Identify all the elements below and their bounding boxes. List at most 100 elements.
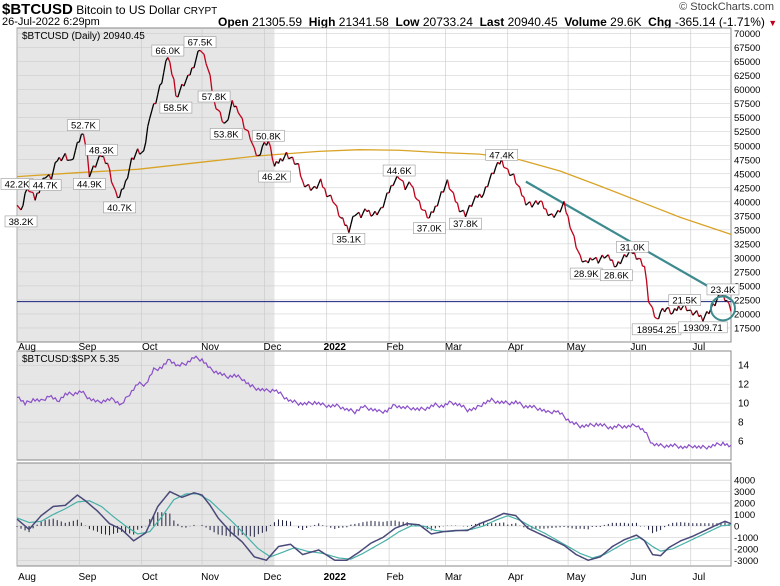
price-segment — [603, 255, 607, 259]
price-segment — [523, 196, 527, 206]
price-label: 44.9K — [77, 179, 102, 190]
price-segment — [428, 211, 432, 219]
price-segment — [112, 186, 117, 191]
price-segment — [668, 307, 672, 315]
price-segment — [54, 160, 58, 164]
price-segment — [301, 180, 306, 188]
price-segment — [201, 51, 205, 55]
price-segment — [320, 178, 324, 188]
price-segment — [404, 185, 408, 191]
price-label: 66.0K — [155, 46, 180, 57]
price-segment — [227, 109, 231, 120]
price-segment — [44, 175, 48, 179]
price-x-label: Jul — [692, 342, 705, 353]
price-tick-label: 20000 — [734, 309, 760, 320]
price-segment — [690, 309, 694, 316]
price-segment — [615, 261, 619, 267]
price-x-label: Nov — [201, 342, 219, 353]
price-label: 28.9K — [574, 269, 599, 280]
macd-x-label: Nov — [201, 572, 219, 583]
price-segment — [102, 156, 107, 164]
price-segment — [231, 100, 235, 108]
price-segment — [205, 63, 209, 70]
price-segment — [368, 209, 372, 217]
price-segment — [330, 194, 334, 202]
price-segment — [155, 94, 159, 104]
price-segment — [149, 110, 153, 119]
price-tick-label: 45000 — [734, 169, 760, 180]
price-segment — [418, 200, 422, 210]
price-x-label: Oct — [142, 342, 158, 353]
price-tick-label: 65000 — [734, 57, 760, 68]
price-segment — [316, 183, 320, 189]
ratio-tick-label: 10 — [738, 399, 750, 410]
price-label: 31.0K — [620, 242, 645, 253]
price-segment — [531, 203, 535, 208]
price-label: 47.4K — [489, 150, 514, 161]
price-label-box — [616, 240, 649, 253]
price-label: 38.2K — [9, 217, 34, 228]
price-segment — [229, 100, 233, 111]
macd-x-label: May — [567, 572, 586, 583]
price-segment — [304, 185, 307, 188]
price-segment — [464, 210, 469, 218]
price-segment — [261, 141, 265, 147]
price-segment — [481, 193, 485, 199]
price-segment — [94, 161, 99, 168]
price-segment — [587, 257, 591, 264]
price-segment — [334, 203, 338, 207]
price-segment — [137, 148, 141, 155]
price-segment — [567, 216, 571, 228]
high-value: 21341.58 — [338, 15, 389, 29]
macd-tick-label: -2000 — [734, 544, 758, 555]
date: 26-Jul-2022 6:29pm — [2, 16, 100, 28]
price-segment — [446, 179, 451, 190]
price-segment — [565, 212, 569, 217]
price-segment — [183, 80, 187, 87]
price-segment — [267, 141, 272, 147]
price-segment — [147, 118, 151, 127]
price-segment — [619, 258, 623, 265]
price-segment — [505, 167, 509, 170]
price-label-box — [28, 179, 62, 191]
trendline — [525, 180, 732, 301]
price-segment — [416, 199, 420, 202]
price-segment — [364, 208, 368, 212]
price-segment — [515, 182, 519, 186]
price-segment — [310, 187, 314, 191]
header-row-2: 26-Jul-2022 6:29pm — [2, 16, 100, 28]
price-segment — [442, 185, 447, 193]
macd-x-label: Jul — [692, 572, 705, 583]
price-label: 23.4K — [711, 285, 736, 296]
price-segment — [141, 150, 145, 154]
symbol: $BTCUSD — [2, 1, 73, 18]
macd-x-label: Sep — [78, 572, 96, 583]
copyright: © StockCharts.com — [679, 1, 774, 13]
price-segment — [322, 186, 326, 189]
price-segment — [495, 161, 499, 168]
price-segment — [384, 192, 388, 201]
macd-x-label: 2022 — [324, 572, 347, 583]
price-segment — [621, 254, 625, 260]
price-segment — [575, 247, 579, 252]
price-segment — [424, 210, 428, 219]
price-segment — [259, 146, 264, 155]
price-segment — [360, 213, 364, 219]
price-segment — [157, 84, 161, 95]
price-x-label: Dec — [264, 342, 282, 353]
price-segment — [247, 130, 251, 140]
price-segment — [645, 280, 650, 303]
macd-x-label: Apr — [508, 572, 524, 583]
price-segment — [82, 133, 87, 145]
price-segment — [173, 79, 177, 97]
price-segment — [611, 259, 615, 268]
price-segment — [503, 166, 506, 169]
price-segment — [299, 175, 304, 182]
price-segment — [370, 214, 374, 217]
price-segment — [197, 49, 201, 52]
price-label: 44.6K — [387, 166, 412, 177]
price-segment — [696, 310, 700, 317]
price-segment — [529, 201, 533, 208]
price-segment — [288, 157, 291, 160]
price-segment — [133, 153, 137, 160]
